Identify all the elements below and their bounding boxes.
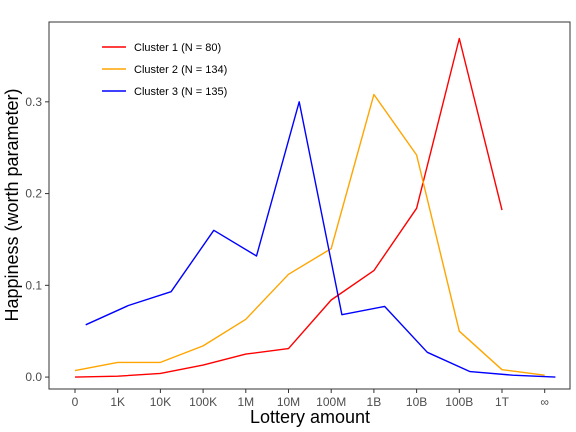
x-tick-label: 10K — [150, 395, 171, 409]
plot-panel — [48, 21, 571, 390]
legend-label-cluster-1: Cluster 1 (N = 80) — [134, 42, 221, 54]
series-lines — [74, 37, 556, 378]
legend-label-cluster-3: Cluster 3 (N = 135) — [134, 86, 227, 98]
x-tick-label: 100B — [445, 395, 473, 409]
y-axis: 0.0 0.1 0.2 0.3 — [25, 95, 49, 384]
x-tick-label: 1M — [237, 395, 254, 409]
y-tick-label: 0.1 — [25, 278, 42, 292]
x-axis: 0 1K 10K 100K 1M 10M 100M 1B 10B 100B 1T ∞ — [72, 389, 549, 409]
y-tick-label: 0.3 — [25, 95, 42, 109]
legend-label-cluster-2: Cluster 2 (N = 134) — [134, 64, 227, 76]
x-tick-label: 10M — [277, 395, 300, 409]
series-line-cluster-2 — [74, 93, 545, 376]
x-tick-label: 10B — [406, 395, 427, 409]
series-line-cluster-1 — [74, 37, 503, 378]
y-tick-label: 0.0 — [25, 370, 42, 384]
series-line-cluster-3 — [85, 101, 556, 378]
x-tick-label: ∞ — [540, 395, 549, 409]
x-axis-title: Lottery amount — [250, 407, 370, 427]
y-axis-title: Happiness (worth parameter) — [2, 88, 22, 321]
x-tick-label: 100K — [189, 395, 217, 409]
x-tick-label: 1K — [110, 395, 125, 409]
x-tick-label: 100M — [316, 395, 346, 409]
x-tick-label: 1T — [495, 395, 510, 409]
x-tick-label: 1B — [367, 395, 382, 409]
y-tick-label: 0.2 — [25, 187, 42, 201]
legend: Cluster 1 (N = 80) Cluster 2 (N = 134) Clu… — [102, 42, 227, 98]
x-tick-label: 0 — [72, 395, 79, 409]
